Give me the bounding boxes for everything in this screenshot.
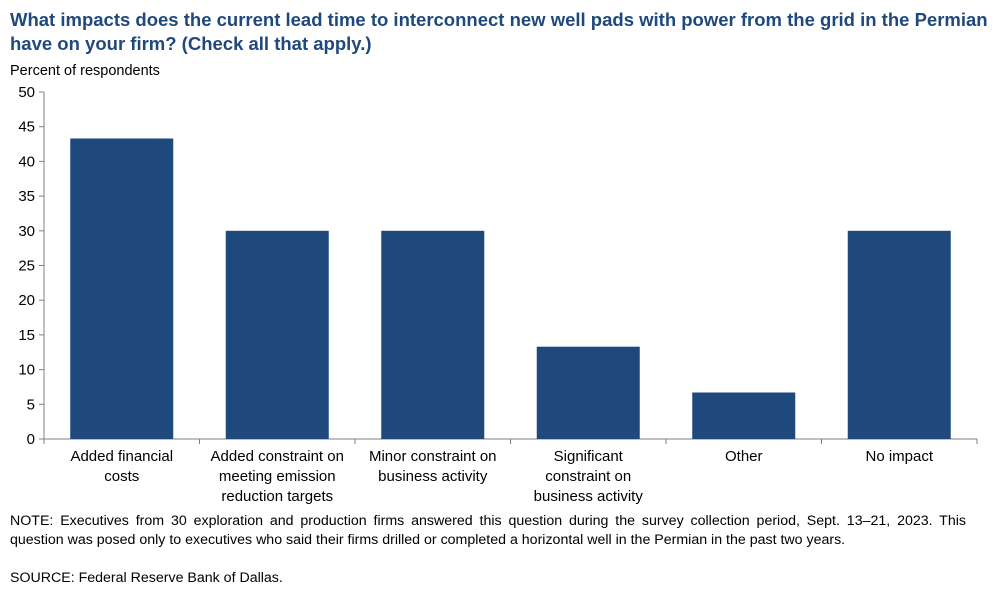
y-tick-label: 10 xyxy=(18,362,35,379)
bar xyxy=(381,230,485,439)
x-tick-label: meeting emission xyxy=(219,468,336,485)
x-tick-label: Other xyxy=(725,448,763,465)
bar xyxy=(692,392,796,439)
x-tick-label: costs xyxy=(104,468,139,485)
y-tick-label: 25 xyxy=(18,258,35,275)
x-tick-label: business activity xyxy=(534,488,644,505)
y-tick-label: 20 xyxy=(18,292,35,309)
y-tick-label: 15 xyxy=(18,327,35,344)
footnote: NOTE: Executives from 30 exploration and… xyxy=(10,513,966,548)
x-tick-label: constraint on xyxy=(545,468,631,485)
x-tick-label: Minor constraint on xyxy=(369,448,497,465)
bar xyxy=(536,346,640,439)
bar-chart: 0 5 10 15 20 25 30 35 40 45 50 Added financial cost… xyxy=(18,84,978,505)
y-tick-label: 45 xyxy=(18,119,35,136)
x-tick-label: Significant xyxy=(554,448,624,465)
y-tick-label: 35 xyxy=(18,188,35,205)
y-tick-label: 5 xyxy=(27,396,35,413)
x-tick-label: business activity xyxy=(378,468,488,485)
category-labels: Added financial costs Added constraint on m… xyxy=(70,448,933,505)
y-axis-label: Percent of respondents xyxy=(10,63,160,79)
y-tick-label: 30 xyxy=(18,223,35,240)
axes: 0 5 10 15 20 25 30 35 40 45 50 xyxy=(18,84,978,448)
x-tick-label: reduction targets xyxy=(221,488,333,505)
y-tick-label: 50 xyxy=(18,84,35,101)
bar xyxy=(70,138,174,440)
x-tick-label: Added constraint on xyxy=(211,448,344,465)
x-tick-label: No impact xyxy=(865,448,933,465)
bar xyxy=(225,230,329,439)
bars xyxy=(70,138,951,440)
chart-title: What impacts does the current lead time … xyxy=(10,9,988,54)
y-tick-label: 40 xyxy=(18,153,35,170)
bar xyxy=(847,230,951,439)
x-tick-label: Added financial xyxy=(70,448,173,465)
source-note: SOURCE: Federal Reserve Bank of Dallas. xyxy=(10,570,283,586)
y-tick-label: 0 xyxy=(27,431,35,448)
